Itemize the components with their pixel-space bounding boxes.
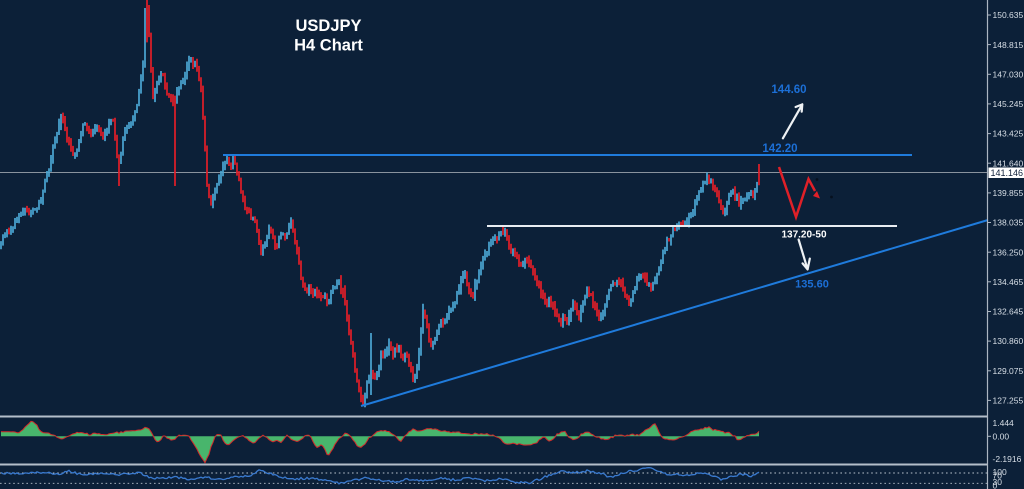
svg-text:138.035: 138.035 <box>993 218 1024 228</box>
svg-text:141.640: 141.640 <box>993 158 1024 168</box>
svg-text:0: 0 <box>993 480 998 489</box>
svg-text:130.860: 130.860 <box>993 336 1024 346</box>
svg-text:142.20: 142.20 <box>762 143 797 155</box>
svg-text:-2.1916: -2.1916 <box>993 454 1022 464</box>
svg-text:70: 70 <box>993 470 1003 480</box>
svg-text:0.00: 0.00 <box>993 432 1010 442</box>
svg-text:137.20-50: 137.20-50 <box>781 230 826 241</box>
svg-text:134.465: 134.465 <box>993 277 1024 287</box>
svg-text:147.030: 147.030 <box>993 69 1024 79</box>
svg-text:100: 100 <box>993 467 1007 477</box>
svg-text:150.635: 150.635 <box>993 10 1024 20</box>
svg-text:145.245: 145.245 <box>993 99 1024 109</box>
svg-text:148.815: 148.815 <box>993 40 1024 50</box>
svg-text:H4 Chart: H4 Chart <box>294 37 363 55</box>
svg-text:139.855: 139.855 <box>993 188 1024 198</box>
svg-text:30: 30 <box>993 477 1003 487</box>
svg-text:USDJPY: USDJPY <box>295 17 361 35</box>
svg-text:135.60: 135.60 <box>795 279 829 291</box>
svg-text:1.444: 1.444 <box>993 418 1015 428</box>
svg-text:143.425: 143.425 <box>993 129 1024 139</box>
svg-text:136.250: 136.250 <box>993 247 1024 257</box>
svg-text:132.645: 132.645 <box>993 307 1024 317</box>
svg-text:141.146: 141.146 <box>991 168 1024 178</box>
svg-text:144.60: 144.60 <box>771 84 806 96</box>
svg-text:127.255: 127.255 <box>993 396 1024 406</box>
svg-text:129.075: 129.075 <box>993 366 1024 376</box>
